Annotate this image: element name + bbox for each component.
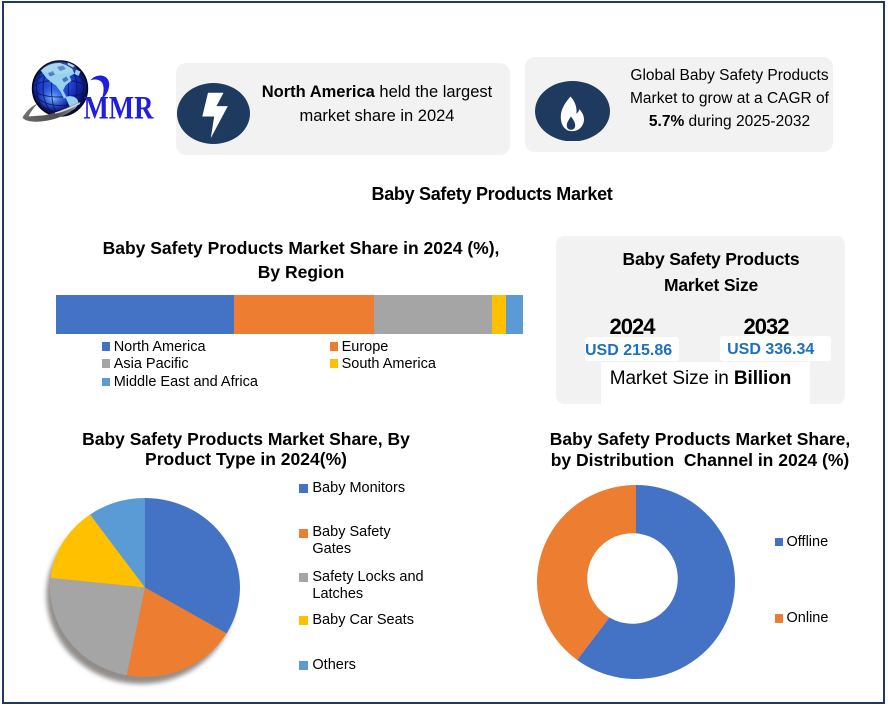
svg-text:MMR: MMR [84,91,155,127]
